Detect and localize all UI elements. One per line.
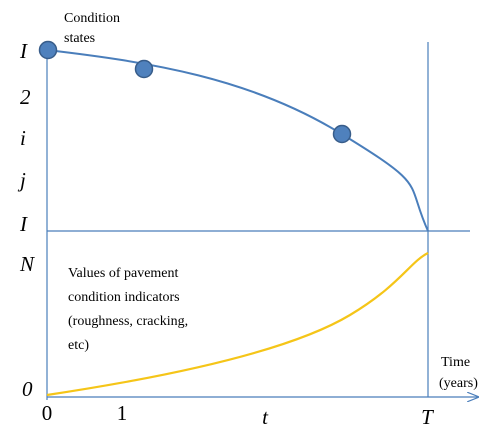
condition-curve (46, 49, 429, 232)
y-label: N (19, 252, 35, 276)
state-point (134, 59, 154, 79)
indicator-label: Values of pavement (68, 266, 179, 281)
indicator-label: (roughness, cracking, (68, 314, 188, 329)
condition-label: Condition (64, 11, 120, 26)
x-label: 1 (117, 401, 128, 425)
state-point (38, 40, 58, 60)
condition-label: states (64, 31, 95, 46)
y-label: 2 (20, 85, 31, 109)
x-label: t (262, 405, 269, 429)
indicator-curve (46, 252, 429, 397)
x-label: T (421, 405, 434, 429)
y-label: j (17, 168, 26, 192)
indicator-label: etc) (68, 338, 89, 353)
x-label: 0 (42, 401, 53, 425)
indicator-label: condition indicators (68, 290, 180, 305)
y-label: I (19, 212, 28, 236)
y-label: i (20, 126, 26, 150)
y-label: I (19, 39, 28, 63)
state-point (332, 124, 352, 144)
time-label: Time (441, 355, 470, 370)
time-label: (years) (439, 376, 478, 391)
y-label: 0 (22, 377, 33, 401)
